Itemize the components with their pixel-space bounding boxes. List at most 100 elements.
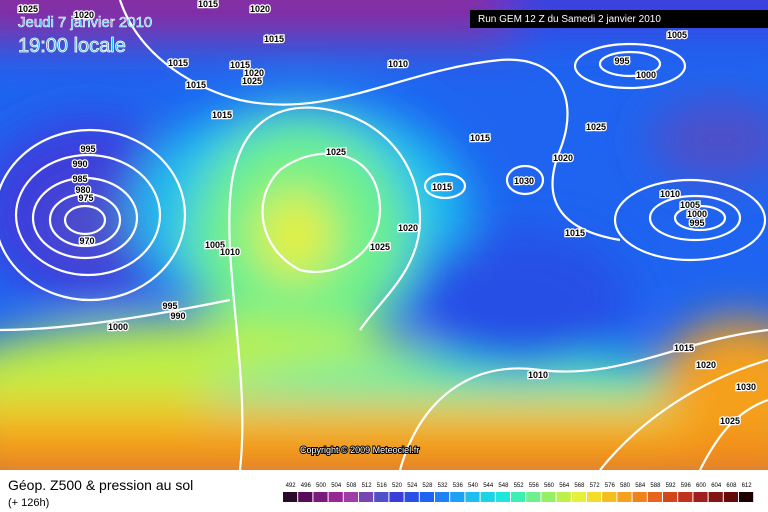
legend-swatch [556, 492, 571, 502]
legend-swatch [647, 492, 662, 502]
legend-label: 520 [392, 483, 403, 489]
footer-title: Géop. Z500 & pression au sol [8, 477, 193, 493]
legend-swatch [495, 492, 510, 502]
isobar-label: 1015 [432, 182, 452, 192]
isobar-label: 970 [79, 236, 94, 246]
legend-swatch [511, 492, 526, 502]
isobar-label: 1015 [565, 228, 585, 238]
legend-label: 556 [529, 483, 540, 489]
legend-label: 540 [468, 483, 479, 489]
isobar-label: 1015 [212, 110, 232, 120]
legend-swatch [632, 492, 647, 502]
isobar-label: 1015 [674, 343, 694, 353]
isobar-label: 1025 [326, 147, 346, 157]
isobar-label: 1025 [370, 242, 390, 252]
legend-label: 560 [544, 483, 555, 489]
legend-swatch [571, 492, 586, 502]
isobar-label: 1025 [720, 416, 740, 426]
legend-swatch [587, 492, 602, 502]
isobars [0, 0, 768, 470]
isobar-label: 1010 [660, 189, 680, 199]
isobar-label: 1025 [242, 76, 262, 86]
legend-label: 504 [331, 483, 342, 489]
legend-label: 516 [377, 483, 388, 489]
legend-label: 612 [742, 483, 753, 489]
legend-label: 500 [316, 483, 327, 489]
isobar-label: 1015 [186, 80, 206, 90]
isobar-label: 995 [614, 56, 629, 66]
isobar-label: 975 [78, 193, 93, 203]
isobar-label: 1000 [636, 70, 656, 80]
legend-swatch [359, 492, 374, 502]
legend-swatch [480, 492, 495, 502]
legend-label: 572 [590, 483, 601, 489]
run-banner [470, 10, 768, 28]
legend-label: 512 [362, 483, 373, 489]
isobar-label: 1020 [250, 4, 270, 14]
isobar-label: 1010 [388, 59, 408, 69]
run-info: Run GEM 12 Z du Samedi 2 janvier 2010 [478, 14, 661, 25]
isobar-label: 1020 [244, 68, 264, 78]
forecast-time: 19:00 locale [18, 35, 126, 57]
isobar-label: 990 [170, 311, 185, 321]
legend-label: 532 [438, 483, 449, 489]
legend-label: 576 [605, 483, 616, 489]
footer [0, 470, 768, 512]
legend-label: 600 [696, 483, 707, 489]
isobar-label: 1015 [470, 133, 490, 143]
isobar-label: 985 [72, 174, 87, 184]
isobar-label: 1030 [736, 382, 756, 392]
isobar-label: 1030 [514, 176, 534, 186]
copyright: Copyright © 2009 Meteociel.fr [300, 445, 419, 455]
isobar-label: 1020 [696, 360, 716, 370]
legend-label: 544 [483, 483, 494, 489]
legend-label: 596 [681, 483, 692, 489]
legend-swatch [602, 492, 617, 502]
legend-swatch [419, 492, 434, 502]
legend-label: 580 [620, 483, 631, 489]
legend-swatch [389, 492, 404, 502]
legend-label: 552 [514, 483, 525, 489]
legend-swatch [708, 492, 723, 502]
isobar-label: 1015 [230, 60, 250, 70]
legend-label: 496 [301, 483, 312, 489]
legend-swatch [283, 492, 298, 502]
isobar-label: 1015 [168, 58, 188, 68]
legend-swatch [526, 492, 541, 502]
isobar-label: 1010 [528, 370, 548, 380]
isobar-label: 995 [689, 218, 704, 228]
legend-label: 508 [346, 483, 357, 489]
legend-label: 524 [407, 483, 418, 489]
legend-label: 604 [711, 483, 722, 489]
isobar-label: 990 [72, 159, 87, 169]
legend-label: 492 [286, 483, 297, 489]
legend-swatch [541, 492, 556, 502]
legend-swatch [663, 492, 678, 502]
legend-swatch [617, 492, 632, 502]
isobar-label: 1025 [18, 4, 38, 14]
legend-swatch [678, 492, 693, 502]
isobar-label: 1015 [198, 0, 218, 9]
legend-swatch [465, 492, 480, 502]
isobar-label: 980 [75, 185, 90, 195]
isobar-label: 995 [80, 144, 95, 154]
isobar-label: 1025 [586, 122, 606, 132]
legend-swatch [343, 492, 358, 502]
isobar-label: 1015 [264, 34, 284, 44]
legend-label: 608 [726, 483, 737, 489]
legend-swatch [328, 492, 343, 502]
legend-swatch [374, 492, 389, 502]
footer-lead: (+ 126h) [8, 497, 49, 509]
legend-label: 584 [635, 483, 646, 489]
legend-label: 564 [559, 483, 570, 489]
legend-swatch [450, 492, 465, 502]
legend-swatch [298, 492, 313, 502]
forecast-date: Jeudi 7 janvier 2010 [18, 14, 152, 31]
isobar-label: 1020 [74, 10, 94, 20]
isobar-label: 1005 [667, 30, 687, 40]
legend-swatch [739, 492, 754, 502]
legend-label: 568 [574, 483, 585, 489]
legend-label: 592 [666, 483, 677, 489]
